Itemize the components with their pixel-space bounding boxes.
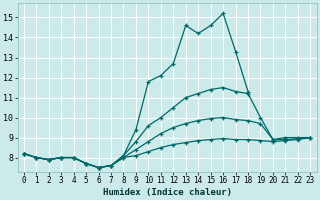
X-axis label: Humidex (Indice chaleur): Humidex (Indice chaleur) — [103, 188, 232, 197]
